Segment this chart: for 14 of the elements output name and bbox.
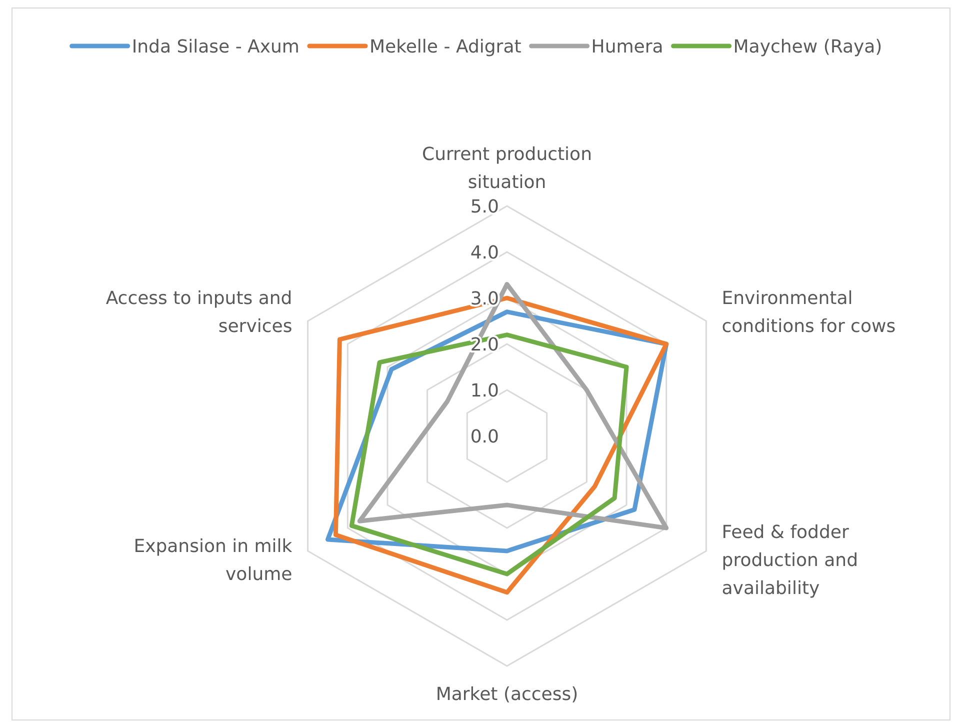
y-tick-label: 4.0 bbox=[470, 242, 499, 264]
y-tick-label: 5.0 bbox=[470, 196, 499, 218]
legend-label: Maychew (Raya) bbox=[733, 36, 882, 58]
spoke-label: Feed & fodder production and availability bbox=[722, 522, 858, 599]
spoke-label: Expansion in milk volume bbox=[134, 536, 293, 585]
legend-label: Humera bbox=[591, 36, 664, 58]
spoke-label: Environmental conditions for cows bbox=[722, 288, 896, 337]
y-tick-label: 0.0 bbox=[470, 426, 499, 448]
spoke-label: Market (access) bbox=[436, 684, 578, 705]
legend-label: Inda Silase - Axum bbox=[132, 36, 300, 58]
y-tick-label: 1.0 bbox=[470, 380, 499, 402]
spoke-label: Current production situation bbox=[422, 144, 592, 193]
legend-label: Mekelle - Adigrat bbox=[369, 36, 522, 58]
spoke-label: Access to inputs and services bbox=[106, 288, 292, 337]
